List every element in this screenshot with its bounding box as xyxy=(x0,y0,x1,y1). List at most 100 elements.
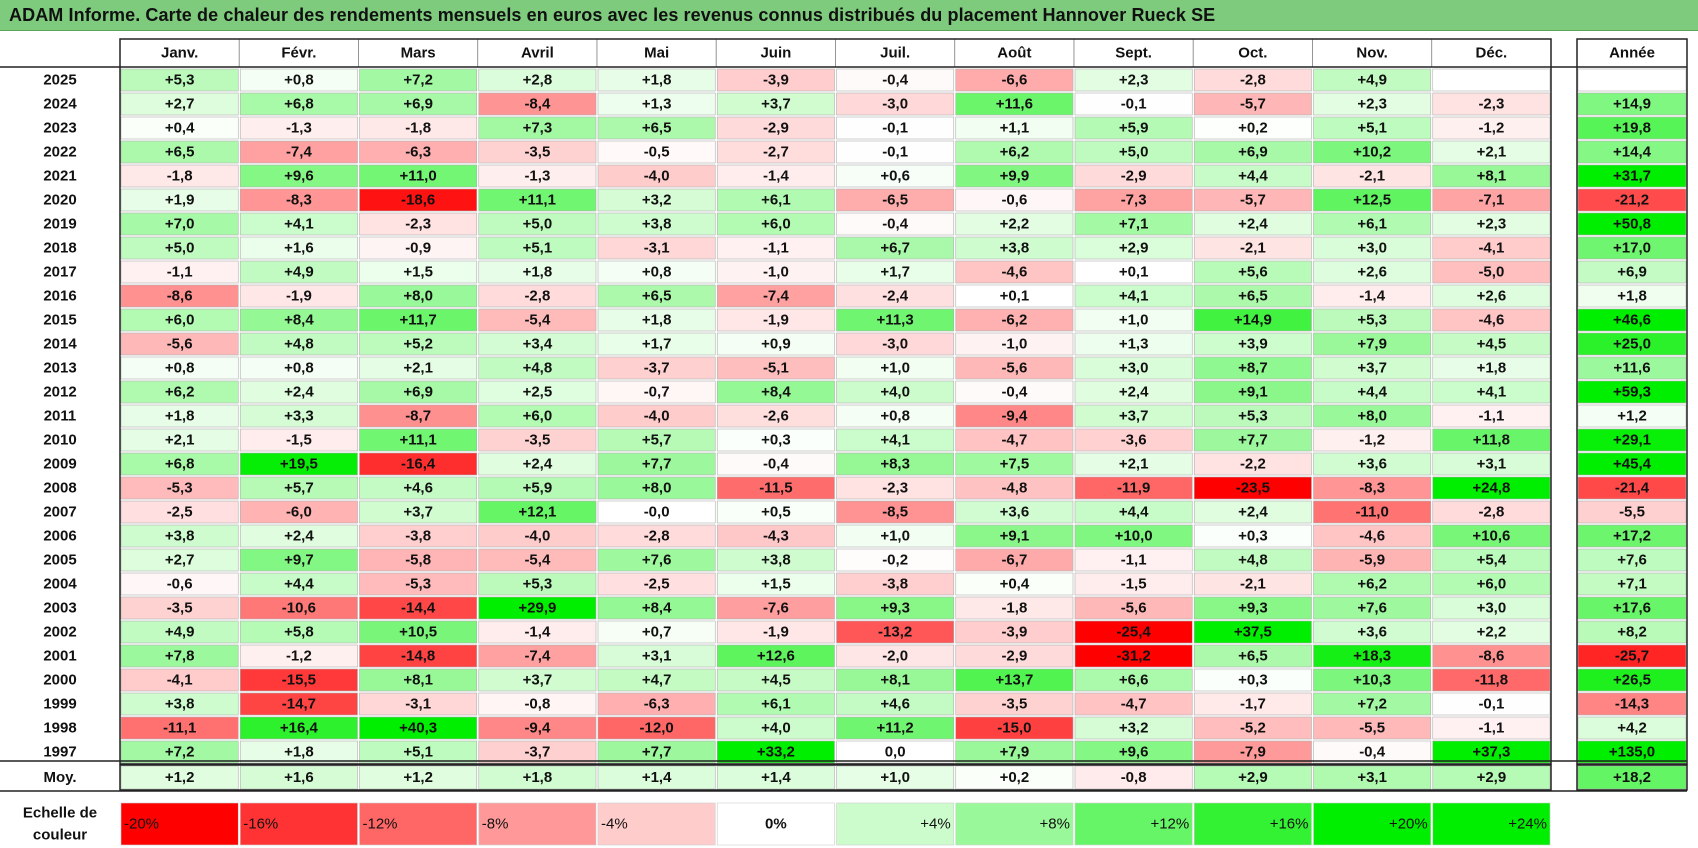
heatmap-cell xyxy=(239,260,358,284)
annual-cell xyxy=(1577,332,1687,356)
cell-value: +4,7 xyxy=(642,672,672,689)
heatmap-cell xyxy=(478,692,597,716)
row-year-label: 2006 xyxy=(43,528,76,545)
heatmap-cell xyxy=(120,596,239,620)
annual-value: +4,2 xyxy=(1617,720,1647,737)
heatmap-cell xyxy=(836,164,955,188)
average-label: Moy. xyxy=(43,769,76,786)
cell-value: +5,3 xyxy=(1238,408,1268,425)
row-year-label: 2012 xyxy=(43,384,76,401)
row-year-label: 2004 xyxy=(43,576,77,593)
heatmap-cell xyxy=(836,692,955,716)
heatmap-cell xyxy=(1432,188,1551,212)
row-year-label: 2005 xyxy=(43,552,76,569)
cell-value: -2,3 xyxy=(882,480,908,497)
cell-value: +6,0 xyxy=(165,312,195,329)
heatmap-cell xyxy=(836,572,955,596)
heatmap-cell xyxy=(239,428,358,452)
cell-value: +5,3 xyxy=(1357,312,1387,329)
heatmap-cell xyxy=(597,428,716,452)
cell-value: +10,2 xyxy=(1353,144,1391,161)
cell-value: +9,3 xyxy=(1238,600,1268,617)
cell-value: -1,1 xyxy=(1478,720,1504,737)
heatmap-cell xyxy=(716,284,835,308)
cell-value: +0,3 xyxy=(1238,528,1268,545)
heatmap-cell xyxy=(955,68,1074,92)
cell-value: -0,4 xyxy=(763,456,790,473)
row-year-label: 2016 xyxy=(43,288,76,305)
average-value: +2,9 xyxy=(1238,769,1268,786)
heatmap-cell xyxy=(359,476,478,500)
heatmap-cell xyxy=(239,668,358,692)
heatmap-cell xyxy=(1313,620,1432,644)
heatmap-cell xyxy=(597,164,716,188)
cell-value: +3,7 xyxy=(1357,360,1387,377)
cell-value: +1,7 xyxy=(642,336,672,353)
scale-swatch xyxy=(120,802,239,846)
cell-value: -3,7 xyxy=(644,360,670,377)
cell-value: -6,0 xyxy=(286,504,312,521)
annual-value: +26,5 xyxy=(1613,672,1651,689)
cell-value: -1,0 xyxy=(1001,336,1027,353)
heatmap-cell xyxy=(1193,380,1312,404)
cell-value: +5,1 xyxy=(523,240,553,257)
annual-value: +8,2 xyxy=(1617,624,1647,641)
cell-value: +1,8 xyxy=(642,312,672,329)
heatmap-cell xyxy=(120,164,239,188)
cell-value: -5,3 xyxy=(405,576,431,593)
heatmap-cell xyxy=(1193,332,1312,356)
annual-value: +1,8 xyxy=(1617,288,1647,305)
cell-value: -1,8 xyxy=(1001,600,1027,617)
heatmap-cell xyxy=(1432,668,1551,692)
cell-value: +6,1 xyxy=(761,192,791,209)
heatmap-cell xyxy=(120,524,239,548)
heatmap-cell xyxy=(716,476,835,500)
month-header-label: Août xyxy=(997,45,1031,62)
cell-value: -2,4 xyxy=(882,288,909,305)
annual-cell xyxy=(1577,692,1687,716)
cell-value: +2,4 xyxy=(1238,216,1268,233)
cell-value: +7,6 xyxy=(1357,600,1387,617)
cell-value: +1,0 xyxy=(880,528,910,545)
heatmap-cell xyxy=(1432,644,1551,668)
heatmap-cell xyxy=(1193,476,1312,500)
cell-value: +0,8 xyxy=(284,360,314,377)
cell-value: +12,6 xyxy=(757,648,795,665)
cell-value: -10,6 xyxy=(282,600,316,617)
heatmap-cell xyxy=(597,236,716,260)
average-value: +3,1 xyxy=(1357,769,1387,786)
cell-value: +6,6 xyxy=(1119,672,1149,689)
heatmap-cell xyxy=(836,716,955,740)
heatmap-cell xyxy=(120,140,239,164)
heatmap-cell xyxy=(120,476,239,500)
heatmap-cell xyxy=(955,116,1074,140)
heatmap-cell xyxy=(1193,428,1312,452)
heatmap-cell xyxy=(359,572,478,596)
scale-stop-label: +24% xyxy=(1508,816,1547,833)
heatmap-cell xyxy=(1313,356,1432,380)
heatmap-cell xyxy=(1432,116,1551,140)
heatmap-cell xyxy=(955,500,1074,524)
cell-value: +2,4 xyxy=(1238,504,1268,521)
cell-value: +8,0 xyxy=(642,480,672,497)
cell-value: -23,5 xyxy=(1236,480,1270,497)
heatmap-cell xyxy=(836,68,955,92)
cell-value: +4,4 xyxy=(1238,168,1268,185)
annual-cell xyxy=(1577,500,1687,524)
heatmap-cell xyxy=(1074,500,1193,524)
annual-value: +14,4 xyxy=(1613,144,1652,161)
heatmap-cell xyxy=(1074,452,1193,476)
cell-value: +7,3 xyxy=(523,120,553,137)
heatmap-cell xyxy=(597,548,716,572)
row-year-label: 2010 xyxy=(43,432,76,449)
cell-value: -14,4 xyxy=(401,600,436,617)
scale-swatch xyxy=(1432,802,1551,846)
cell-value: -5,6 xyxy=(1121,600,1147,617)
heatmap-cell xyxy=(1074,212,1193,236)
heatmap-cell xyxy=(716,692,835,716)
heatmap-cell xyxy=(359,596,478,620)
cell-value: +6,0 xyxy=(1477,576,1507,593)
annual-cell xyxy=(1577,620,1687,644)
cell-value: +1,8 xyxy=(523,264,553,281)
heatmap-cell xyxy=(239,404,358,428)
